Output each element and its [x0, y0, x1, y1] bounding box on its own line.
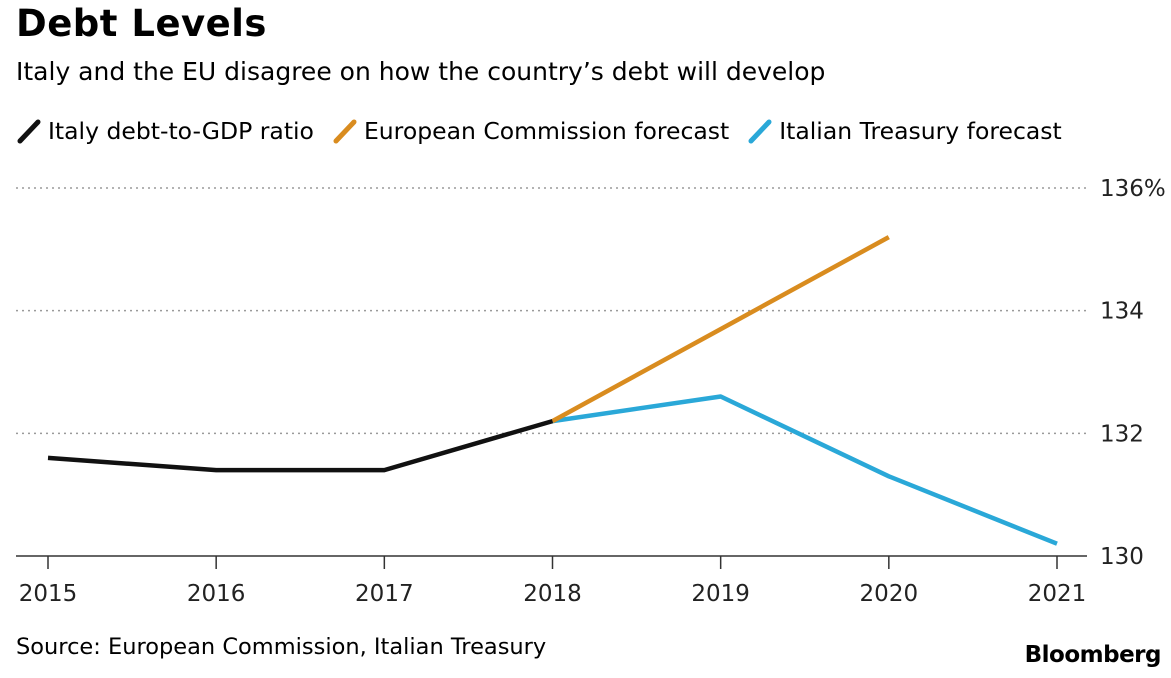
legend-label-italy: Italy debt-to-GDP ratio [48, 117, 314, 145]
y-tick-label-134: 134 [1100, 299, 1144, 325]
ec-forecast-line [551, 235, 890, 424]
y-tick-label-136: 136% [1100, 176, 1166, 202]
x-tick-label-2020: 2020 [860, 581, 919, 607]
bloomberg-logo: Bloomberg [1024, 642, 1162, 668]
x-axis [16, 555, 1087, 569]
chart-subtitle: Italy and the EU disagree on how the cou… [16, 57, 826, 86]
x-tick-label-2017: 2017 [355, 581, 414, 607]
legend-item-ec: European Commission forecast [332, 117, 729, 145]
x-tick-label-2015: 2015 [19, 581, 78, 607]
x-tick-label-2016: 2016 [187, 581, 246, 607]
x-tick-label-2019: 2019 [691, 581, 750, 607]
chart-title: Debt Levels [16, 2, 267, 45]
legend-item-treasury: Italian Treasury forecast [747, 117, 1062, 145]
legend-swatch-italy [17, 119, 41, 144]
y-tick-label-130: 130 [1100, 544, 1144, 570]
tick-labels: 130 132 134 136% 2015 2016 2017 2018 2019 2020 202… [19, 176, 1166, 607]
x-tick-label-2018: 2018 [523, 581, 582, 607]
italy-debt-line [47, 418, 554, 473]
legend: Italy debt-to-GDP ratio European Commiss… [16, 114, 1080, 148]
treasury-forecast-line [552, 394, 1058, 546]
legend-item-italy: Italy debt-to-GDP ratio [16, 117, 314, 145]
legend-swatch-ec [333, 119, 357, 144]
series-lines [47, 235, 1058, 546]
source-note: Source: European Commission, Italian Tre… [16, 634, 547, 660]
y-tick-label-132: 132 [1100, 421, 1144, 447]
legend-label-treasury: Italian Treasury forecast [779, 117, 1062, 145]
legend-swatch-treasury [748, 119, 772, 144]
grid-lines [16, 187, 1087, 435]
legend-label-ec: European Commission forecast [363, 117, 730, 145]
x-tick-label-2021: 2021 [1028, 581, 1087, 607]
